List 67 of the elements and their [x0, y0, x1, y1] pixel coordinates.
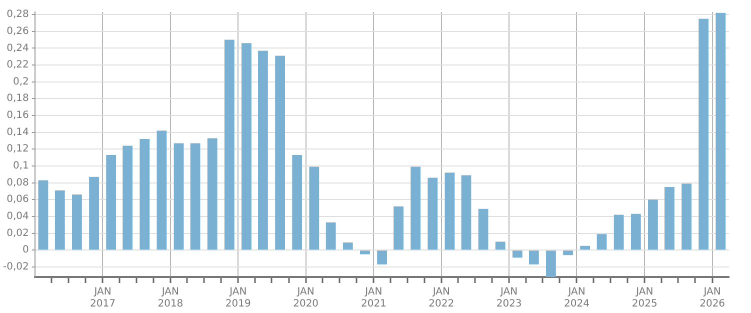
bar	[54, 190, 65, 250]
bar	[495, 242, 506, 250]
y-tick-label: 0,16	[6, 110, 29, 122]
bar	[292, 155, 302, 250]
bar	[444, 172, 455, 250]
bar	[38, 180, 48, 250]
bar	[478, 208, 488, 250]
bar	[156, 130, 167, 250]
bar	[190, 143, 200, 250]
bar	[72, 194, 82, 250]
y-tick-label: 0,02	[6, 228, 29, 239]
bar	[596, 234, 607, 250]
bar	[546, 250, 556, 277]
bar	[528, 250, 539, 264]
x-tick-label: JAN 2026	[700, 286, 726, 310]
bar	[174, 143, 184, 250]
y-tick-label: 0,14	[6, 126, 29, 138]
x-tick-label: JAN 2022	[428, 286, 454, 310]
bar	[275, 56, 285, 250]
bar	[698, 18, 709, 250]
bar	[461, 175, 472, 250]
bar	[428, 178, 438, 250]
bar	[630, 214, 641, 250]
y-tick-label: 0,24	[6, 42, 29, 54]
bar	[377, 250, 387, 264]
y-tick-label: 0,2	[12, 76, 29, 88]
bar	[89, 176, 99, 250]
bar	[664, 186, 674, 250]
y-tick-label: 0,26	[6, 26, 29, 37]
x-tick-label: JAN 2023	[496, 286, 522, 310]
bar	[309, 166, 320, 250]
y-tick-label: 0,06	[6, 194, 29, 206]
y-tick-label: 0,04	[6, 211, 29, 222]
bar	[580, 246, 590, 250]
y-tick-label: 0,08	[6, 177, 29, 188]
bar	[207, 138, 218, 250]
bar	[326, 222, 336, 250]
y-tick-label: -0,02	[3, 262, 29, 272]
bar	[614, 214, 624, 250]
bar	[563, 250, 573, 256]
bar	[360, 250, 370, 254]
y-tick-label: 0,28	[6, 9, 29, 20]
y-tick-label: 0,12	[6, 144, 29, 155]
bar	[648, 200, 658, 250]
x-tick-label: JAN 2017	[90, 286, 116, 310]
bar	[242, 43, 252, 250]
bar	[394, 206, 404, 250]
y-tick-label: 0	[22, 244, 29, 256]
bar	[410, 166, 421, 250]
y-tick-label: 0,18	[6, 93, 29, 104]
bar	[716, 12, 726, 250]
y-tick-label: 0,22	[6, 60, 29, 71]
x-tick-label: JAN 2018	[158, 286, 184, 310]
y-tick-label: 0,1	[12, 160, 29, 172]
bar	[122, 146, 133, 250]
x-tick-label: JAN 2021	[360, 286, 386, 310]
x-tick-label: JAN 2019	[225, 286, 251, 310]
bar	[342, 242, 353, 250]
bar	[682, 184, 692, 250]
x-tick-label: JAN 2024	[564, 286, 590, 310]
bar	[224, 40, 234, 250]
bar	[140, 139, 150, 250]
x-tick-label: JAN 2020	[293, 286, 319, 310]
bar	[106, 155, 116, 250]
x-tick-label: JAN 2025	[632, 286, 658, 310]
bar	[258, 50, 268, 250]
bar	[512, 250, 522, 258]
